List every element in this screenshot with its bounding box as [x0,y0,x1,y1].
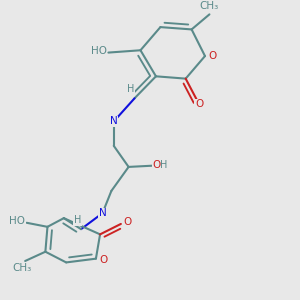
Text: H: H [160,160,168,170]
Text: H: H [74,215,81,226]
Text: O: O [123,218,131,227]
Text: HO: HO [91,46,107,56]
Text: CH₃: CH₃ [200,1,219,11]
Text: O: O [195,99,203,109]
Text: H: H [127,84,135,94]
Text: N: N [110,116,118,127]
Text: HO: HO [9,216,25,226]
Text: N: N [99,208,106,218]
Text: O: O [153,160,161,170]
Text: O: O [208,51,216,61]
Text: O: O [99,255,107,265]
Text: CH₃: CH₃ [13,263,32,273]
